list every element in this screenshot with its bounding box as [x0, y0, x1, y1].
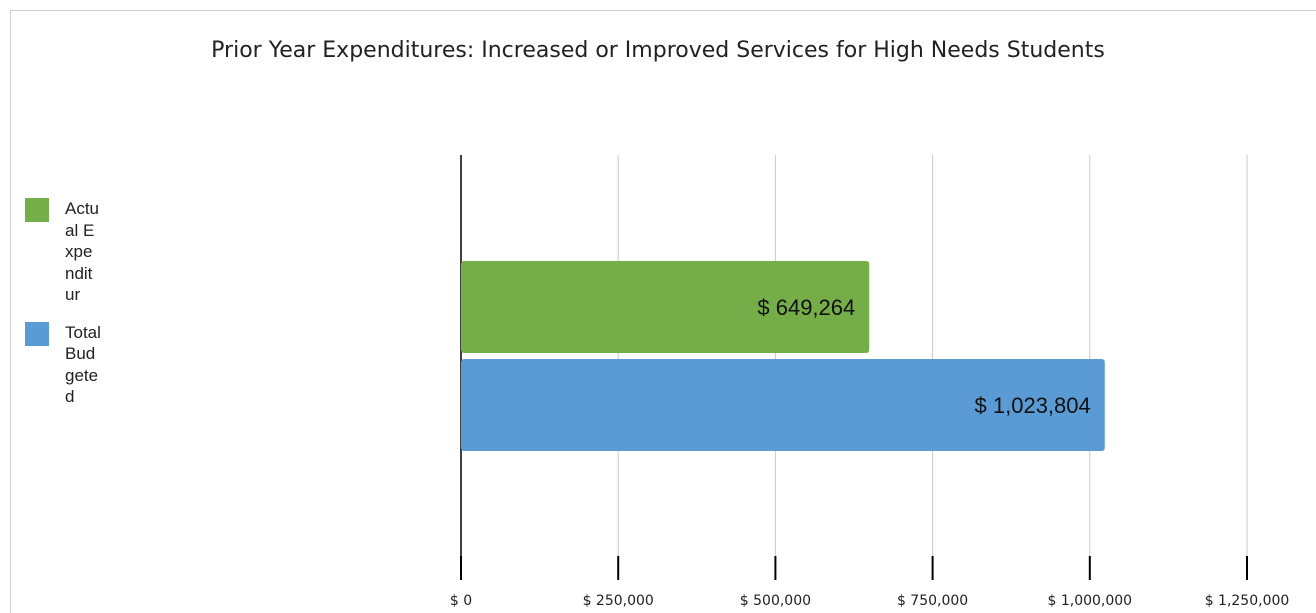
legend-swatch-budgeted — [25, 321, 49, 346]
bar-actual-expenditure — [461, 261, 870, 353]
data-label: $ 1,023,804 — [975, 393, 1091, 418]
x-tick-label: $ 750,000 — [897, 593, 968, 609]
x-tick-label: $ 1,000,000 — [1047, 593, 1132, 609]
x-tick-label: $ 1,250,000 — [1205, 593, 1290, 609]
x-tick-label: $ 250,000 — [583, 593, 654, 609]
bar-total-budgeted — [461, 359, 1105, 451]
chart-legend: Actual Expenditur Total Budgeted — [25, 198, 125, 424]
legend-swatch-actual — [25, 198, 49, 222]
chart-title: Prior Year Expenditures: Increased or Im… — [211, 38, 1105, 63]
chart-frame — [10, 10, 1316, 613]
data-label: $ 649,264 — [757, 295, 855, 320]
legend-label-budgeted: Total Budgeted — [65, 322, 101, 407]
legend-label-actual: Actual Expenditur — [65, 199, 100, 304]
x-tick-label: $ 0 — [450, 593, 472, 609]
legend-item-actual: Actual Expenditur — [25, 198, 125, 306]
x-tick-label: $ 500,000 — [740, 593, 811, 609]
legend-item-budgeted: Total Budgeted — [25, 321, 125, 408]
